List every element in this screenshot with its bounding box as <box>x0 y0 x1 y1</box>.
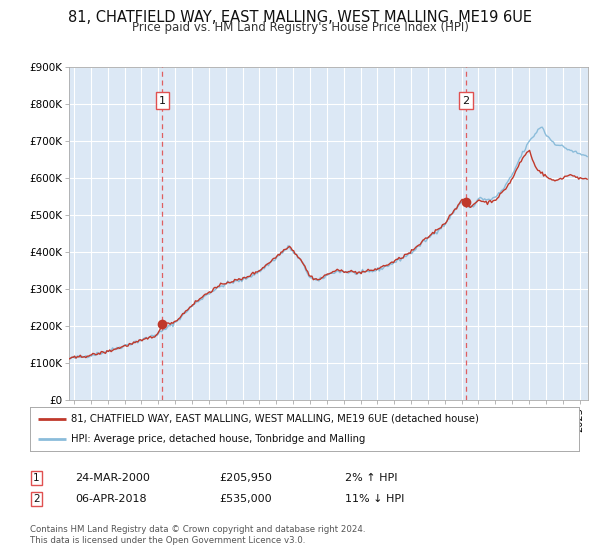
Text: 24-MAR-2000: 24-MAR-2000 <box>75 473 150 483</box>
Text: 2% ↑ HPI: 2% ↑ HPI <box>345 473 398 483</box>
Text: 81, CHATFIELD WAY, EAST MALLING, WEST MALLING, ME19 6UE (detached house): 81, CHATFIELD WAY, EAST MALLING, WEST MA… <box>71 414 479 424</box>
Text: Contains HM Land Registry data © Crown copyright and database right 2024.: Contains HM Land Registry data © Crown c… <box>30 525 365 534</box>
Text: 2: 2 <box>33 494 40 504</box>
Text: This data is licensed under the Open Government Licence v3.0.: This data is licensed under the Open Gov… <box>30 536 305 545</box>
Text: £535,000: £535,000 <box>219 494 272 504</box>
Text: 1: 1 <box>33 473 40 483</box>
Text: 11% ↓ HPI: 11% ↓ HPI <box>345 494 404 504</box>
Text: 06-APR-2018: 06-APR-2018 <box>75 494 146 504</box>
Text: £205,950: £205,950 <box>219 473 272 483</box>
Text: HPI: Average price, detached house, Tonbridge and Malling: HPI: Average price, detached house, Tonb… <box>71 434 365 444</box>
Text: Price paid vs. HM Land Registry's House Price Index (HPI): Price paid vs. HM Land Registry's House … <box>131 21 469 34</box>
Text: 2: 2 <box>463 96 470 105</box>
Text: 81, CHATFIELD WAY, EAST MALLING, WEST MALLING, ME19 6UE: 81, CHATFIELD WAY, EAST MALLING, WEST MA… <box>68 10 532 25</box>
Text: 1: 1 <box>158 96 166 105</box>
